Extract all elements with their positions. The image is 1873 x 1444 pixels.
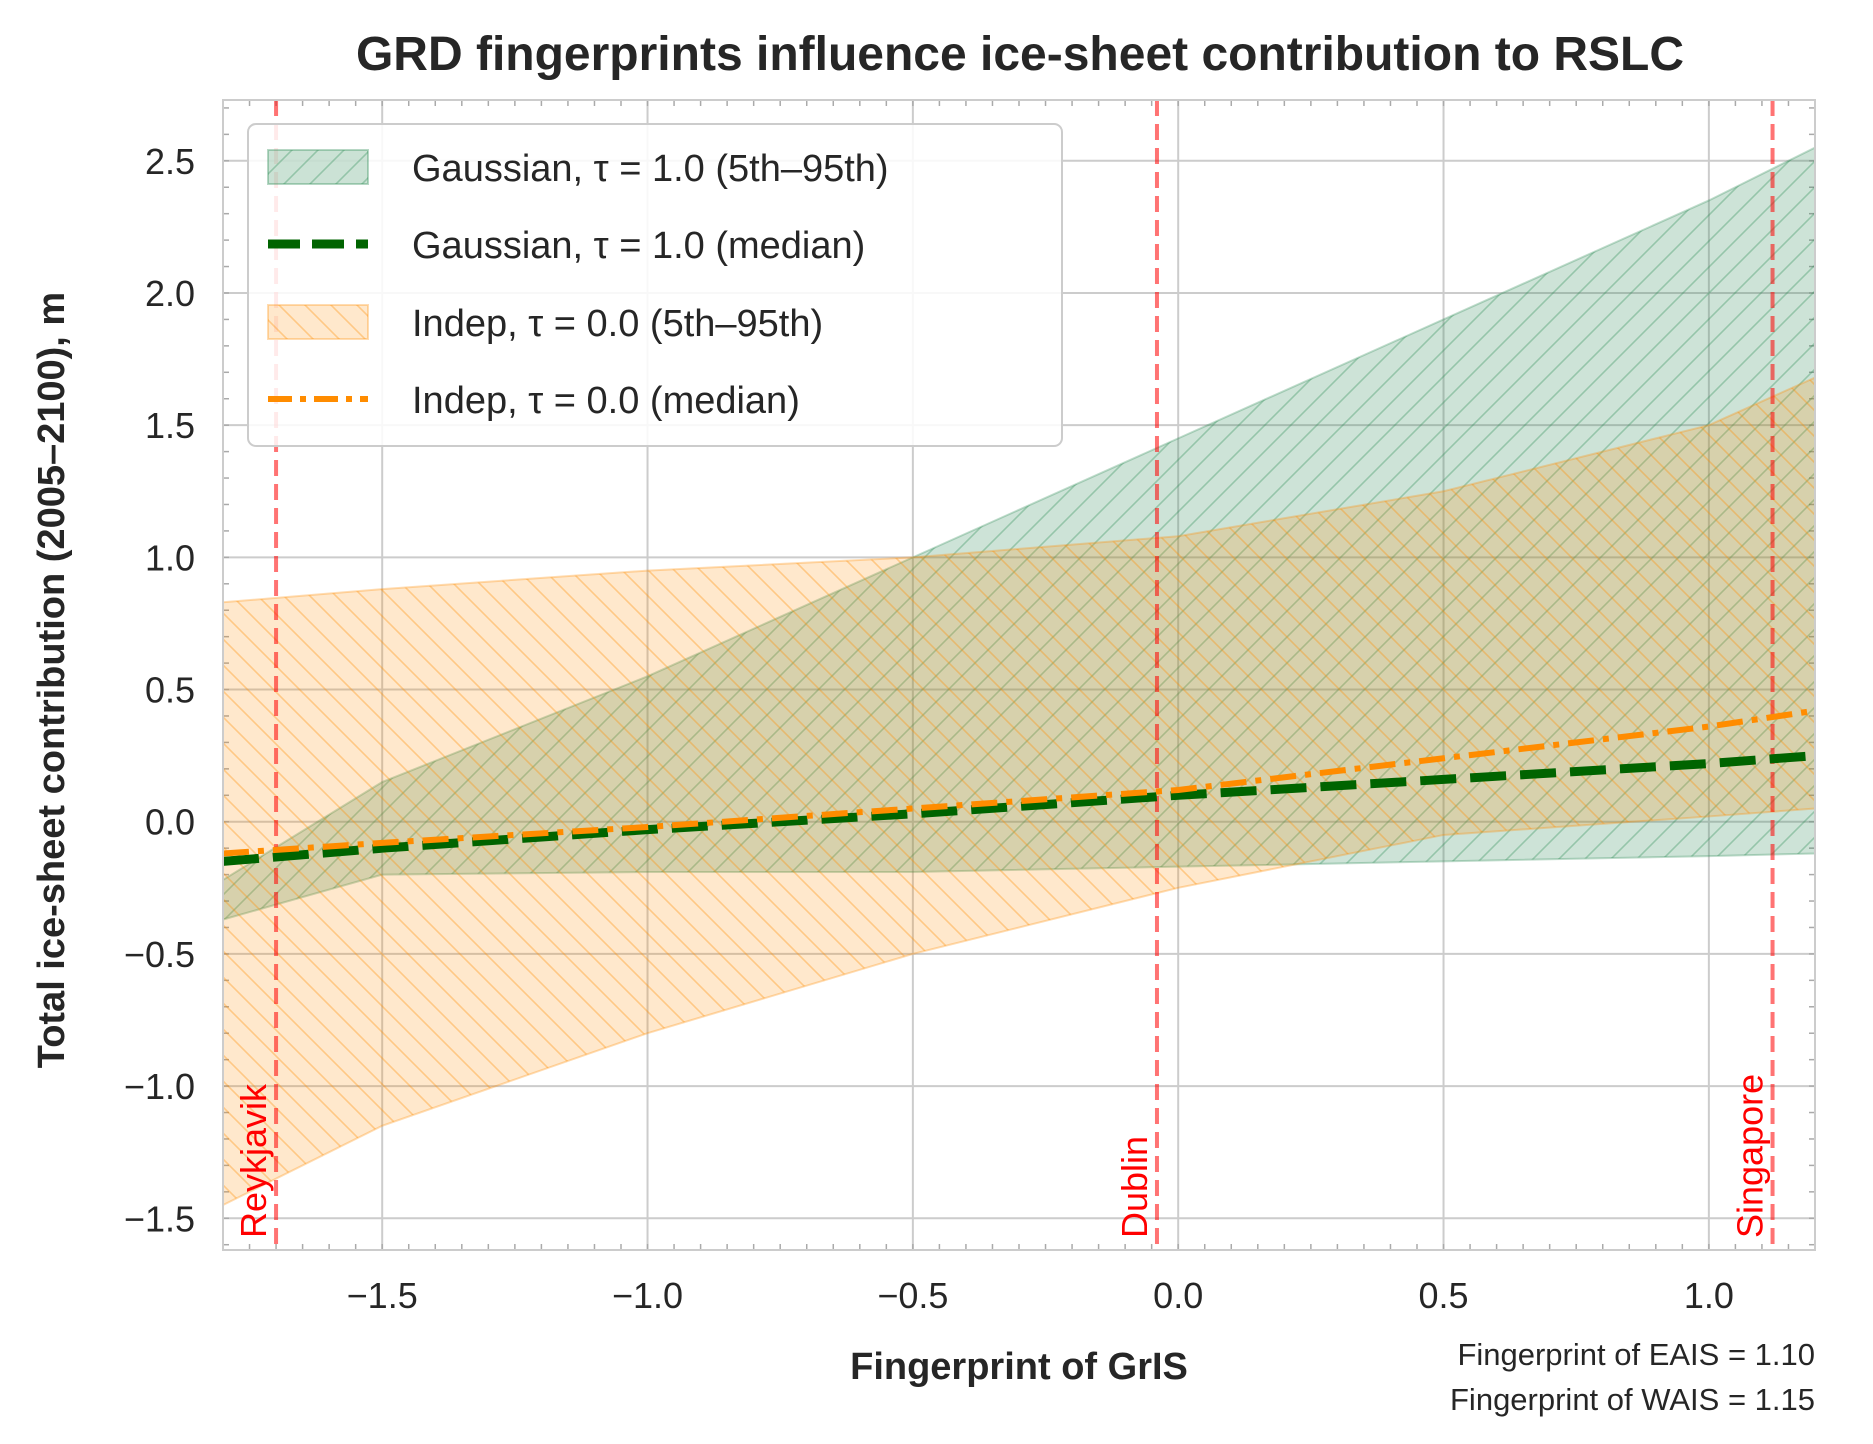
x-tick-label: −1.5 xyxy=(347,1275,418,1316)
indep-median-line xyxy=(223,707,1815,857)
x-tick-label: 1.0 xyxy=(1684,1275,1734,1316)
x-tick-label: −0.5 xyxy=(877,1275,948,1316)
y-tick-label: 2.0 xyxy=(145,273,195,314)
y-tick-label: 0.0 xyxy=(145,802,195,843)
city-label-dublin: Dublin xyxy=(1114,1136,1155,1238)
eais-note: Fingerprint of EAIS = 1.10 xyxy=(1457,1337,1815,1372)
y-tick-label: −0.5 xyxy=(124,934,195,975)
y-tick-label: 0.5 xyxy=(145,670,195,711)
city-lines: Reykjavik Dublin Singapore xyxy=(233,100,1775,1250)
y-tick-labels: −1.5 −1.0 −0.5 0.0 0.5 1.0 1.5 2.0 2.5 xyxy=(124,141,195,1239)
x-tick-label: 0.0 xyxy=(1153,1275,1203,1316)
legend-item-gaussian-median: Gaussian, τ = 1.0 (median) xyxy=(268,225,865,267)
plot-frame xyxy=(222,99,1816,1251)
chart-title: GRD fingerprints influence ice-sheet con… xyxy=(356,28,1684,81)
x-tick-label: 0.5 xyxy=(1419,1275,1469,1316)
wais-note: Fingerprint of WAIS = 1.15 xyxy=(1450,1382,1815,1417)
legend-swatch-indep-band-hatch xyxy=(268,305,368,339)
legend-swatch-gaussian-band-hatch xyxy=(268,150,368,184)
indep-band-hatch xyxy=(223,377,1815,1206)
legend-label-indep-median: Indep, τ = 0.0 (median) xyxy=(412,380,800,422)
y-tick-label: −1.5 xyxy=(124,1198,195,1239)
x-tick-labels: −1.5 −1.0 −0.5 0.0 0.5 1.0 xyxy=(347,1275,1734,1316)
legend-frame xyxy=(247,123,1063,447)
gaussian-median-line xyxy=(223,751,1815,866)
y-tick-label: 1.0 xyxy=(145,537,195,578)
legend-item-indep-median: Indep, τ = 0.0 (median) xyxy=(268,380,800,422)
city-label-singapore: Singapore xyxy=(1730,1074,1771,1238)
legend-item-indep-band: Indep, τ = 0.0 (5th–95th) xyxy=(267,303,823,345)
bands xyxy=(223,146,1815,1207)
x-tick-label: −1.0 xyxy=(612,1275,683,1316)
legend: Gaussian, τ = 1.0 (5th–95th) Gaussian, τ… xyxy=(247,123,1063,447)
city-label-reykjavik: Reykjavik xyxy=(233,1083,274,1238)
x-axis-label: Fingerprint of GrIS xyxy=(850,1346,1188,1388)
y-tick-label: 2.5 xyxy=(145,141,195,182)
legend-label-indep-band: Indep, τ = 0.0 (5th–95th) xyxy=(412,303,823,345)
legend-label-gaussian-band: Gaussian, τ = 1.0 (5th–95th) xyxy=(412,148,889,190)
legend-label-gaussian-median: Gaussian, τ = 1.0 (median) xyxy=(412,225,865,267)
y-axis-label: Total ice-sheet contribution (2005–2100)… xyxy=(31,292,73,1068)
legend-item-gaussian-band: Gaussian, τ = 1.0 (5th–95th) xyxy=(267,148,889,190)
median-lines xyxy=(223,707,1815,866)
y-tick-label: 1.5 xyxy=(145,405,195,446)
y-tick-label: −1.0 xyxy=(124,1066,195,1107)
